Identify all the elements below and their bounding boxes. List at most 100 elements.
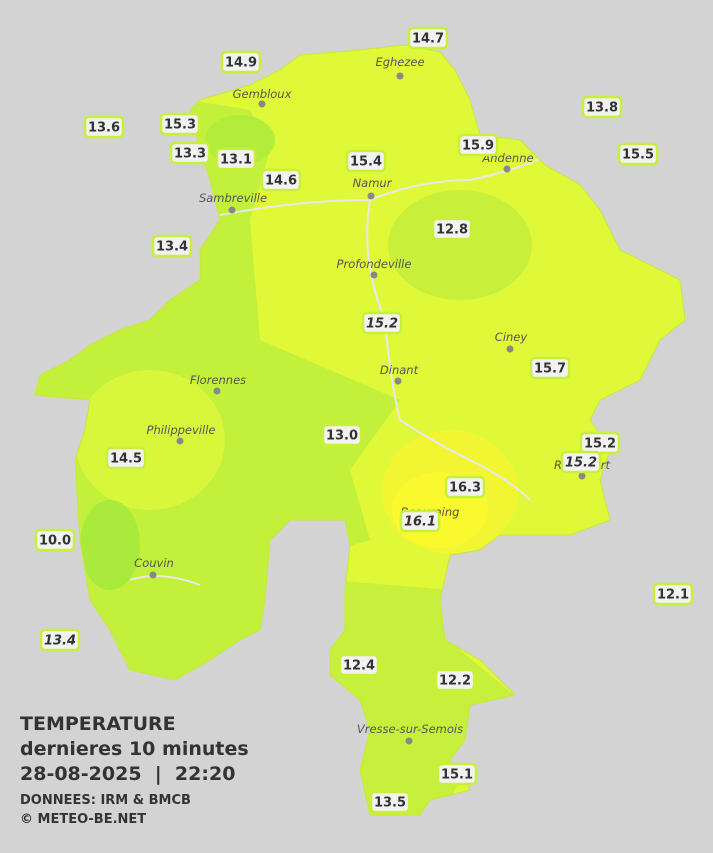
heading: TEMPERATURE <box>20 713 176 735</box>
station-temperature: 14.9 <box>225 56 257 71</box>
station-box <box>444 475 486 499</box>
station-box <box>457 133 499 157</box>
station: 13.6 <box>83 115 125 139</box>
station: 13.5 <box>369 790 411 814</box>
station: 14.9 <box>220 50 262 74</box>
subtitle: dernieres 10 minutes <box>20 738 249 760</box>
town-label: Philippeville <box>147 423 216 437</box>
station: 12.1 <box>652 582 694 606</box>
station-temperature: 15.7 <box>534 362 566 377</box>
station-temperature: 10.0 <box>39 534 71 549</box>
station-temperature: 14.7 <box>412 32 444 47</box>
station-box <box>220 50 262 74</box>
station-box <box>83 115 125 139</box>
station-box <box>169 141 211 165</box>
station-box <box>617 142 659 166</box>
station-temperature: 12.8 <box>436 223 468 238</box>
station-box <box>151 234 193 258</box>
station-box <box>159 112 201 136</box>
station-box <box>434 668 476 692</box>
stations: 14.7 14.9 13.8 13.6 15.3 15.9 15.5 13.3 13.1 15.4… <box>34 26 694 814</box>
town-dot <box>405 737 413 745</box>
station: 10.0 <box>34 528 76 552</box>
town-dot <box>367 192 375 200</box>
station: 12.2 <box>434 668 476 692</box>
station-box <box>560 450 602 474</box>
station-temperature: 13.3 <box>174 147 206 162</box>
station-temperature: 15.3 <box>164 118 196 133</box>
station-box <box>105 446 147 470</box>
town-label: Vresse-sur-Semois <box>357 722 463 736</box>
station-box <box>345 149 387 173</box>
station-box <box>399 509 441 533</box>
station: 13.1 <box>215 147 257 171</box>
station-temperature: 15.9 <box>462 139 494 154</box>
town-dot <box>228 206 236 214</box>
station-temperature: 13.4 <box>44 634 76 649</box>
station-box <box>431 217 473 241</box>
station: 14.7 <box>407 26 449 50</box>
station-temperature: 13.1 <box>220 153 252 168</box>
station-temperature: 15.4 <box>350 155 382 170</box>
station-box <box>338 653 380 677</box>
station-box <box>529 356 571 380</box>
station-temperature: 15.2 <box>584 437 616 452</box>
station-temperature: 15.1 <box>441 768 473 783</box>
station-box <box>361 311 403 335</box>
town-label: Couvin <box>134 556 174 570</box>
town-dot <box>396 72 404 80</box>
station-box <box>369 790 411 814</box>
station-box <box>260 168 302 192</box>
station: 14.5 <box>105 446 147 470</box>
station-box <box>39 628 81 652</box>
station: 13.4 <box>39 628 81 652</box>
station-box <box>436 762 478 786</box>
station-temperature: 12.2 <box>439 674 471 689</box>
station-box <box>652 582 694 606</box>
station-temperature: 15.2 <box>565 456 597 471</box>
town-label: Namur <box>353 176 393 190</box>
station: 13.8 <box>581 95 623 119</box>
station-temperature: 15.2 <box>366 317 398 332</box>
town-label: Dinant <box>380 363 419 377</box>
station: 15.5 <box>617 142 659 166</box>
town-dot <box>370 271 378 279</box>
station: 15.4 <box>345 149 387 173</box>
station: 12.8 <box>431 217 473 241</box>
station-box <box>215 147 257 171</box>
station-temperature: 14.5 <box>110 452 142 467</box>
town-label: Ciney <box>495 330 528 344</box>
source: DONNEES: IRM & BMCB <box>20 793 191 808</box>
legend: TEMPERATURE dernieres 10 minutes 28-08-2… <box>20 713 249 827</box>
station: 13.3 <box>169 141 211 165</box>
station-temperature: 13.6 <box>88 121 120 136</box>
towns: EghezeeGemblouxAndenneNamurSambrevillePr… <box>134 55 611 745</box>
station-box <box>581 95 623 119</box>
town-dot <box>258 100 266 108</box>
station: 13.0 <box>321 423 363 447</box>
town-dot <box>149 571 157 579</box>
station: 14.6 <box>260 168 302 192</box>
town-label: Sambreville <box>199 191 267 205</box>
station-temperature: 12.1 <box>657 588 689 603</box>
station-temperature: 13.4 <box>156 240 188 255</box>
station: 15.2 <box>361 311 403 335</box>
station: 15.7 <box>529 356 571 380</box>
station: 13.4 <box>151 234 193 258</box>
station-temperature: 13.0 <box>326 429 358 444</box>
town-dot <box>213 387 221 395</box>
station: 16.1 <box>399 509 441 533</box>
station-temperature: 15.5 <box>622 148 654 163</box>
station: 15.3 <box>159 112 201 136</box>
town-dot <box>578 472 586 480</box>
station-temperature: 13.5 <box>374 796 406 811</box>
town-dot <box>394 377 402 385</box>
station-temperature: 16.3 <box>449 481 481 496</box>
station: 15.9 <box>457 133 499 157</box>
copyright: © METEO-BE.NET <box>20 812 146 827</box>
station: 12.4 <box>338 653 380 677</box>
station-temperature: 16.1 <box>404 515 436 530</box>
town-label: Gembloux <box>233 87 292 101</box>
station-box <box>321 423 363 447</box>
